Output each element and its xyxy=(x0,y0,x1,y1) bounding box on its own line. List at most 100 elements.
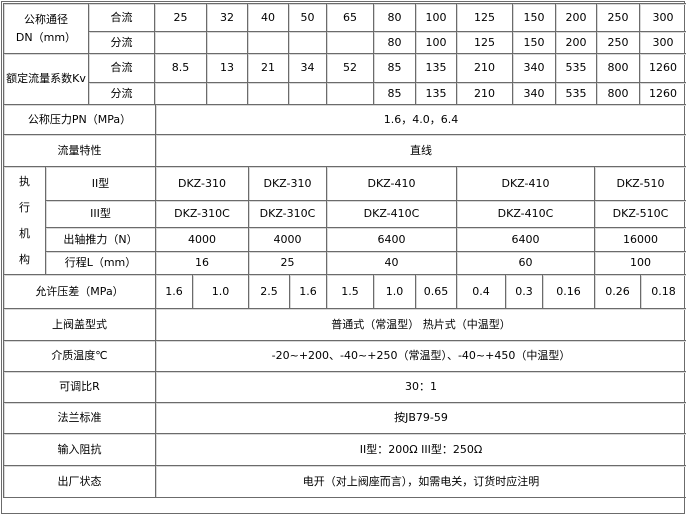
rangeability-value: 30：1 xyxy=(155,371,686,403)
dn-merge-value: 250 xyxy=(596,3,640,32)
actuator-stroke-value: 16 xyxy=(155,251,249,275)
kv-merge-value: 800 xyxy=(596,53,640,83)
actuator-thrust-value: 4000 xyxy=(155,227,249,252)
actuator-type2-value: DKZ-510 xyxy=(594,166,686,201)
kv-merge-value: 210 xyxy=(456,53,513,83)
pressure-diff-label: 允许压差（MPa） xyxy=(3,274,156,309)
kv-merge-value: 13 xyxy=(206,53,248,83)
kv-divert-value xyxy=(247,82,289,105)
actuator-stroke-label: 行程L（mm） xyxy=(45,251,156,275)
impedance-value: II型：200Ω III型：250Ω xyxy=(155,433,686,466)
kv-divert-value: 210 xyxy=(456,82,513,105)
actuator-stroke-value: 25 xyxy=(248,251,327,275)
dn-divert-label: 分流 xyxy=(88,31,155,54)
flange-label: 法兰标准 xyxy=(3,402,156,434)
dn-divert-value: 200 xyxy=(555,31,597,54)
actuator-type2-label: II型 xyxy=(45,166,156,201)
dn-divert-value xyxy=(247,31,289,54)
kv-divert-value xyxy=(206,82,248,105)
kv-merge-value: 535 xyxy=(555,53,597,83)
actuator-type3-value: DKZ-410C xyxy=(326,200,457,228)
actuator-type3-value: DKZ-310C xyxy=(155,200,249,228)
temperature-value: -20~+200、-40~+250（常温型）、-40~+450（中温型） xyxy=(155,340,686,372)
dn-merge-value: 65 xyxy=(326,3,374,32)
kv-label: 额定流量系数Kv xyxy=(3,53,89,105)
impedance-label: 输入阻抗 xyxy=(3,433,156,466)
dn-merge-value: 50 xyxy=(288,3,327,32)
pressure-diff-value: 2.5 xyxy=(248,274,290,309)
dn-divert-value xyxy=(326,31,374,54)
dn-label: 公称通径 DN（mm） xyxy=(3,3,89,54)
dn-merge-value: 40 xyxy=(247,3,289,32)
flow-label: 流量特性 xyxy=(3,134,156,167)
actuator-type3-value: DKZ-410C xyxy=(456,200,595,228)
pressure-diff-value: 1.0 xyxy=(192,274,249,309)
actuator-stroke-value: 100 xyxy=(594,251,686,275)
pressure-diff-value: 1.5 xyxy=(326,274,374,309)
dn-merge-value: 25 xyxy=(154,3,207,32)
dn-divert-value: 80 xyxy=(373,31,416,54)
kv-merge-value: 135 xyxy=(415,53,457,83)
pressure-diff-value: 0.16 xyxy=(542,274,595,309)
actuator-type2-value: DKZ-310 xyxy=(248,166,327,201)
factory-state-value: 电开（对上阀座而言），如需电关，订货时应注明 xyxy=(155,465,686,498)
dn-merge-value: 300 xyxy=(639,3,686,32)
actuator-stroke-value: 60 xyxy=(456,251,595,275)
flange-value: 按JB79-59 xyxy=(155,402,686,434)
rangeability-label: 可调比R xyxy=(3,371,156,403)
flow-value: 直线 xyxy=(155,134,686,167)
actuator-type3-label: III型 xyxy=(45,200,156,228)
bonnet-value: 普通式（常温型） 热片式（中温型） xyxy=(155,308,686,341)
actuator-label: 执 行 机 构 xyxy=(3,166,46,275)
pn-value: 1.6，4.0，6.4 xyxy=(155,104,686,135)
actuator-type2-value: DKZ-410 xyxy=(456,166,595,201)
dn-merge-value: 125 xyxy=(456,3,513,32)
kv-merge-value: 340 xyxy=(512,53,556,83)
kv-divert-value xyxy=(326,82,374,105)
kv-divert-value: 535 xyxy=(555,82,597,105)
pn-label: 公称压力PN（MPa） xyxy=(3,104,156,135)
dn-merge-value: 80 xyxy=(373,3,416,32)
pressure-diff-value: 0.26 xyxy=(594,274,641,309)
pressure-diff-value: 0.3 xyxy=(505,274,543,309)
dn-divert-value: 150 xyxy=(512,31,556,54)
kv-divert-value xyxy=(154,82,207,105)
pressure-diff-value: 1.0 xyxy=(373,274,416,309)
kv-merge-label: 合流 xyxy=(88,53,155,83)
dn-divert-value: 300 xyxy=(639,31,686,54)
pressure-diff-value: 1.6 xyxy=(155,274,193,309)
pressure-diff-value: 0.4 xyxy=(456,274,506,309)
pressure-diff-value: 1.6 xyxy=(289,274,327,309)
kv-merge-value: 52 xyxy=(326,53,374,83)
actuator-stroke-value: 40 xyxy=(326,251,457,275)
actuator-type2-value: DKZ-410 xyxy=(326,166,457,201)
temperature-label: 介质温度℃ xyxy=(3,340,156,372)
dn-merge-value: 32 xyxy=(206,3,248,32)
dn-divert-value: 250 xyxy=(596,31,640,54)
actuator-thrust-value: 6400 xyxy=(326,227,457,252)
kv-merge-value: 1260 xyxy=(639,53,686,83)
actuator-type3-value: DKZ-510C xyxy=(594,200,686,228)
dn-merge-value: 100 xyxy=(415,3,457,32)
pressure-diff-value: 0.65 xyxy=(415,274,457,309)
kv-divert-value: 800 xyxy=(596,82,640,105)
dn-merge-value: 200 xyxy=(555,3,597,32)
kv-merge-value: 34 xyxy=(288,53,327,83)
kv-merge-value: 85 xyxy=(373,53,416,83)
kv-merge-value: 21 xyxy=(247,53,289,83)
actuator-type2-value: DKZ-310 xyxy=(155,166,249,201)
dn-divert-value xyxy=(154,31,207,54)
kv-divert-value xyxy=(288,82,327,105)
dn-merge-label: 合流 xyxy=(88,3,155,32)
actuator-type3-value: DKZ-310C xyxy=(248,200,327,228)
bonnet-label: 上阀盖型式 xyxy=(3,308,156,341)
dn-merge-value: 150 xyxy=(512,3,556,32)
actuator-thrust-value: 4000 xyxy=(248,227,327,252)
kv-divert-label: 分流 xyxy=(88,82,155,105)
dn-divert-value: 125 xyxy=(456,31,513,54)
dn-divert-value xyxy=(288,31,327,54)
pressure-diff-value: 0.18 xyxy=(640,274,686,309)
actuator-thrust-label: 出轴推力（N） xyxy=(45,227,156,252)
